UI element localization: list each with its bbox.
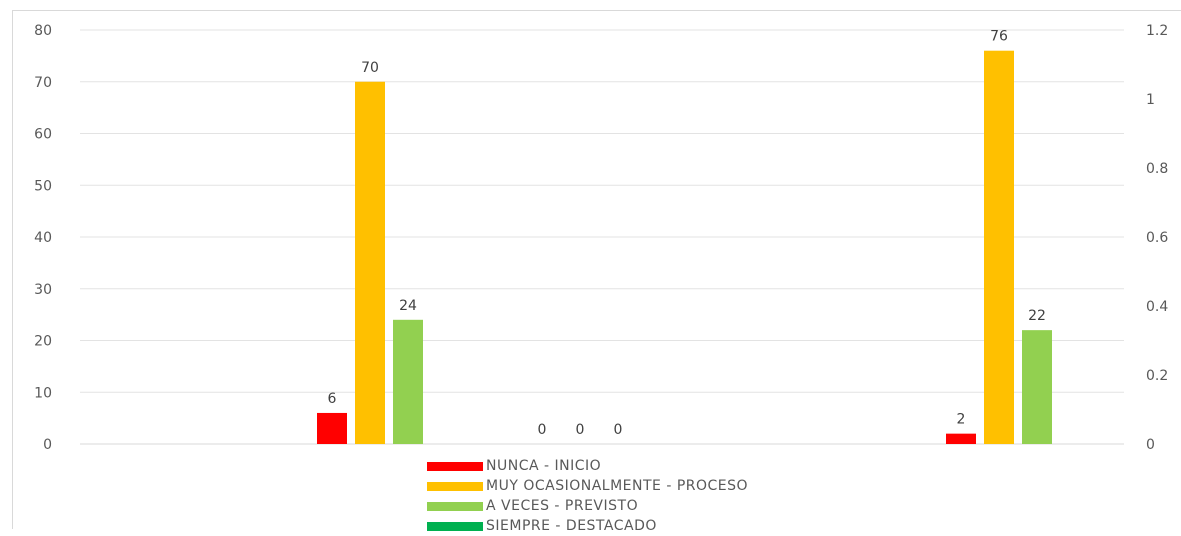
legend-item-siempre: SIEMPRE - DESTACADO — [427, 516, 748, 536]
data-label: 2 — [957, 412, 966, 428]
bar — [984, 50, 1014, 444]
legend-swatch-nunca — [427, 461, 483, 471]
y2-tick-label: 0.2 — [1146, 368, 1168, 384]
y-tick-label: 60 — [34, 127, 52, 143]
y-tick-label: 30 — [34, 282, 52, 298]
legend-label-nunca: NUNCA - INICIO — [486, 458, 602, 474]
data-label: 76 — [990, 29, 1008, 45]
y2-tick-label: 0.6 — [1146, 230, 1168, 246]
data-label: 6 — [328, 391, 337, 407]
data-label: 22 — [1028, 308, 1046, 324]
legend: NUNCA - INICIO MUY OCASIONALMENTE - PROC… — [427, 456, 748, 536]
legend-label-siempre: SIEMPRE - DESTACADO — [486, 518, 657, 534]
legend-swatch-siempre — [427, 521, 483, 531]
legend-label-a-veces: A VECES - PREVISTO — [486, 498, 639, 514]
y2-tick-label: 1.2 — [1146, 23, 1168, 39]
chart-frame — [12, 10, 1181, 529]
legend-item-muy-ocasionalmente: MUY OCASIONALMENTE - PROCESO — [427, 476, 748, 496]
data-label: 0 — [538, 422, 547, 438]
bar — [317, 412, 347, 444]
y-tick-label: 10 — [34, 385, 52, 401]
bar — [1022, 330, 1052, 444]
data-label: 0 — [614, 422, 623, 438]
legend-swatch-muy-ocasionalmente — [427, 481, 483, 491]
y2-tick-label: 0.8 — [1146, 161, 1168, 177]
y2-tick-label: 1 — [1146, 92, 1155, 108]
y-tick-label: 70 — [34, 75, 52, 91]
legend-item-nunca: NUNCA - INICIO — [427, 456, 748, 476]
y-tick-label: 0 — [43, 437, 52, 453]
y2-tick-label: 0.4 — [1146, 299, 1168, 315]
bar — [946, 433, 976, 444]
bar — [393, 319, 423, 444]
y-tick-label: 50 — [34, 178, 52, 194]
y-tick-label: 20 — [34, 334, 52, 350]
legend-label-muy-ocasionalmente: MUY OCASIONALMENTE - PROCESO — [486, 478, 749, 494]
data-label: 24 — [399, 298, 417, 314]
legend-swatch-a-veces — [427, 501, 483, 511]
legend-item-a-veces: A VECES - PREVISTO — [427, 496, 748, 516]
data-label: 0 — [576, 422, 585, 438]
y2-tick-label: 0 — [1146, 437, 1155, 453]
data-label: 70 — [361, 60, 379, 76]
bar — [355, 81, 385, 444]
y-tick-label: 80 — [34, 23, 52, 39]
y-tick-label: 40 — [34, 230, 52, 246]
